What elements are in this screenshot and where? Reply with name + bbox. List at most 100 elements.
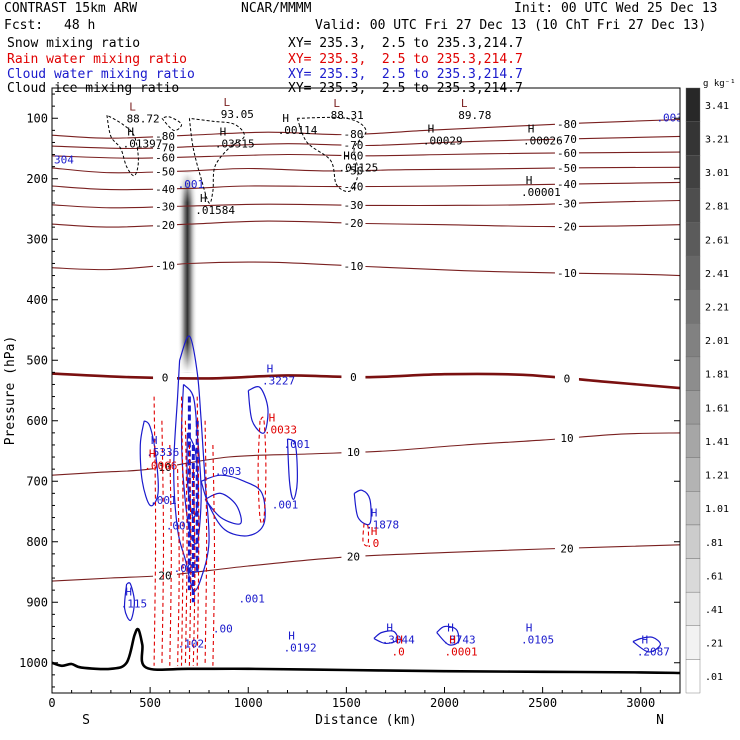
contour-value-label: .001 <box>174 562 201 575</box>
contour-value-label: .0034 <box>656 111 689 124</box>
contour-value-label: 304 <box>54 154 74 167</box>
y-tick-label: 200 <box>26 172 48 186</box>
cloud-ice-maximum-value: .01125 <box>339 162 379 175</box>
colorbar-unit: g kg⁻¹ <box>703 79 736 89</box>
x-tick-label: 1000 <box>234 696 263 710</box>
contour-value-label: .102 <box>178 638 205 651</box>
cloud-ice-maximum: H.00114 <box>278 112 318 137</box>
colorbar-swatch <box>685 457 701 492</box>
temperature-contour-label: -80 <box>155 130 175 143</box>
temperature-contour: -80 -80 -80 <box>52 117 680 143</box>
x-tick-label: 2500 <box>528 696 557 710</box>
rain-maximum: H.0 <box>366 525 379 550</box>
cloud-ice-maximum-letter: H <box>528 122 535 135</box>
temperature-contour: -10 -10 -10 <box>52 259 680 280</box>
model-title: CONTRAST 15km ARW <box>4 1 138 16</box>
cloud-ice-minimum: L88.72 <box>127 100 160 125</box>
cloud-water-maximum-value: .5336 <box>146 446 179 459</box>
rain-maximum-letter: H <box>149 447 156 460</box>
contour-value-label: .001 <box>178 178 205 191</box>
cloud-ice-maximum-value: .01584 <box>195 204 235 217</box>
colorbar-swatch <box>685 423 701 458</box>
terrain-line <box>52 627 680 675</box>
temperature-contour-label: -40 <box>557 178 577 191</box>
contour-value-label: .001 <box>238 592 265 605</box>
valid-time: Valid: 00 UTC Fri 27 Dec 13 (10 ChT Fri … <box>315 18 707 33</box>
colorbar-tick-label: 3.21 <box>705 134 729 145</box>
temperature-contour-label: 20 <box>347 551 360 564</box>
cloud-ice-maximum-letter: H <box>220 125 227 138</box>
field-label-cloud-water: Cloud water mixing ratio <box>7 67 195 82</box>
colorbar-tick-label: 3.01 <box>705 168 729 179</box>
cloud-ice-maximum-value: .00114 <box>278 124 318 137</box>
temperature-contour: -70 -70 -70 <box>52 133 680 154</box>
temperature-contour: 10 10 10 <box>52 432 680 476</box>
cloud-ice-maximum: H.01397 <box>123 125 163 150</box>
colorbar-swatch <box>685 222 701 257</box>
y-tick-label: 500 <box>26 353 48 367</box>
cloud-water-maximum-value: .3227 <box>262 375 295 388</box>
forecast-hours: 48 h <box>64 18 96 33</box>
temperature-contour: -60 -60 -60 <box>52 147 680 164</box>
colorbar-tick-label: .81 <box>705 538 723 549</box>
minimum-letter: L <box>129 100 136 113</box>
colorbar-swatch <box>685 155 701 190</box>
colorbar-tick-label: 1.01 <box>705 504 729 515</box>
cloud-water-maximum-value: .115 <box>121 597 148 610</box>
cloud-water-maximum-letter: H <box>151 434 158 447</box>
forecast-label: Fcst: <box>4 18 44 33</box>
y-tick-label: 900 <box>26 595 48 609</box>
cloud-water-maximum-letter: H <box>267 363 274 376</box>
temperature-contour-label: 10 <box>560 432 573 445</box>
cloud-ice-maximum-letter: H <box>200 192 207 205</box>
init-time: Init: 00 UTC Wed 25 Dec 13 <box>514 1 718 16</box>
cloud-ice-maximum-value: .03515 <box>215 137 255 150</box>
cloud-water-maximum-letter: H <box>371 507 378 520</box>
cloud-ice-maximum-value: .00029 <box>423 134 463 147</box>
minimum-value: 88.31 <box>331 109 364 122</box>
cloud-water-maximum: H.0192 <box>284 629 317 654</box>
colorbar-tick-label: .41 <box>705 605 723 616</box>
cloud-water-maximum: H.1878 <box>366 507 399 532</box>
minimum-value: 89.78 <box>458 109 491 122</box>
colorbar-tick-label: 2.21 <box>705 302 729 313</box>
cloud-water-maximum-letter: H <box>125 585 132 598</box>
temperature-contour-label: -10 <box>155 259 175 272</box>
cloud-water-maximum-letter: H <box>386 622 393 635</box>
colorbar-tick-label: 2.61 <box>705 235 729 246</box>
x-tick-label: 3000 <box>626 696 655 710</box>
rain-maximum-value: .0 <box>392 646 405 659</box>
colorbar-swatch <box>685 659 701 694</box>
field-xy-cloud-water: XY= 235.3, 2.5 to 235.3,214.7 <box>288 67 523 82</box>
colorbar-tick-label: 1.41 <box>705 437 729 448</box>
temperature-contour: 0 0 0 <box>52 370 680 390</box>
cloud-water-maximum-value: .1878 <box>366 519 399 532</box>
rain-maximum-value: .0001 <box>445 646 478 659</box>
temperature-contour-label: -60 <box>557 147 577 160</box>
minimum-value: 88.72 <box>127 112 160 125</box>
temperature-contour-label: -10 <box>557 267 577 280</box>
temperature-contour-label: -50 <box>557 162 577 175</box>
south-label: S <box>82 713 90 728</box>
colorbar-swatch <box>685 625 701 660</box>
rain-maximum-value: .0066 <box>144 459 177 472</box>
rain-maximum: H.0 <box>392 634 405 659</box>
temperature-contour: -20 -20 -20 <box>52 217 680 233</box>
temperature-contour-label: -80 <box>557 118 577 131</box>
cloud-water-maximum-value: .3044 <box>382 634 415 647</box>
colorbar-swatch <box>685 255 701 290</box>
colorbar-swatch <box>685 323 701 358</box>
colorbar-swatch <box>685 188 701 223</box>
minimum-value: 93.05 <box>221 108 254 121</box>
contour-value-label: .001 <box>284 438 311 451</box>
colorbar-swatch <box>685 558 701 593</box>
cloud-ice-maximum: H.01125 <box>339 150 379 175</box>
rain-maximum: H.0066 <box>144 447 177 472</box>
cloud-ice-maximum: H.03515 <box>215 125 255 150</box>
cloud-water-contours <box>123 335 662 653</box>
rain-maximum: H.0033 <box>264 412 297 437</box>
cloud-ice-minimum: L89.78 <box>458 97 491 122</box>
y-tick-label: 300 <box>26 232 48 246</box>
colorbar-tick-label: 1.61 <box>705 403 729 414</box>
